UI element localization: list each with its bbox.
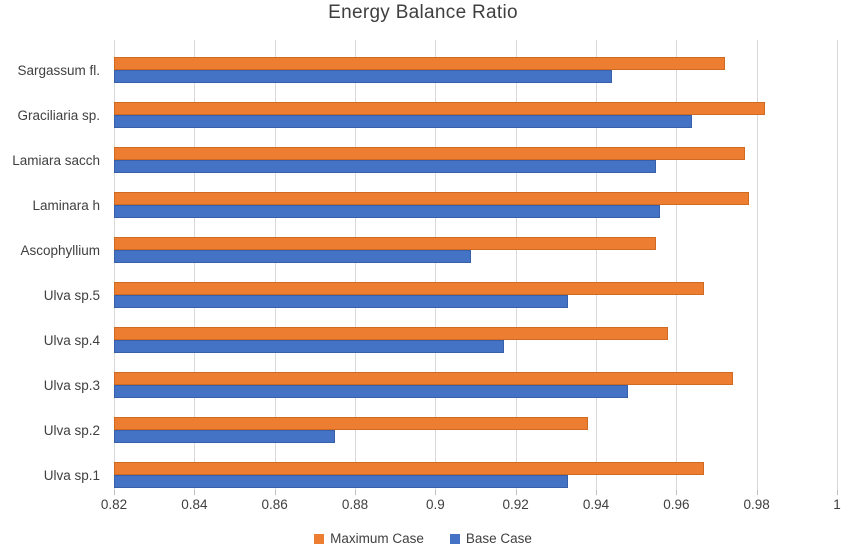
category-label: Ulva sp.2: [43, 422, 100, 438]
x-tick-label: 1: [833, 497, 841, 512]
bar-rows: [114, 40, 837, 490]
category-label: Laminara h: [32, 197, 100, 213]
category-label: Ulva sp.4: [43, 332, 100, 348]
gridline: [676, 40, 678, 490]
legend-item: Maximum Case: [314, 531, 424, 546]
axis-tick: [274, 490, 276, 495]
bar-row: [114, 265, 837, 310]
bar-maximum-case: [114, 282, 705, 295]
axis-tick: [837, 490, 838, 495]
bar-maximum-case: [114, 237, 657, 250]
bar-maximum-case: [114, 57, 725, 70]
legend-label: Base Case: [465, 531, 532, 546]
bar-base-case: [114, 340, 504, 353]
x-tick-label: 0.98: [743, 497, 770, 512]
bar-base-case: [114, 250, 472, 263]
x-tick-label: 0.9: [425, 497, 445, 512]
axis-tick: [194, 490, 196, 495]
legend-item: Base Case: [449, 531, 532, 546]
gridline: [114, 40, 115, 490]
gridline: [756, 40, 758, 490]
axis-tick: [355, 490, 356, 495]
x-tick-label: 0.86: [261, 497, 288, 512]
bar-maximum-case: [114, 372, 733, 385]
bar-row: [114, 220, 837, 265]
bar-row: [114, 175, 837, 220]
bar-maximum-case: [114, 102, 765, 115]
axis-tick: [676, 490, 678, 495]
bar-row: [114, 400, 837, 445]
bar-maximum-case: [114, 462, 705, 475]
category-axis-labels: Sargassum fl. Graciliaria sp. Lamiara sacc…: [0, 40, 100, 490]
legend-swatch-icon: [314, 533, 325, 544]
axis-tick: [515, 490, 517, 495]
legend-swatch-icon: [449, 533, 460, 544]
x-tick-label: 0.84: [181, 497, 208, 512]
bar-maximum-case: [114, 417, 588, 430]
bar-maximum-case: [114, 327, 669, 340]
x-tick-label: 0.82: [100, 497, 128, 512]
bar-row: [114, 310, 837, 355]
gridline: [274, 40, 276, 490]
bar-base-case: [114, 295, 568, 308]
bar-base-case: [114, 385, 629, 398]
bar-row: [114, 130, 837, 175]
bar-base-case: [114, 475, 568, 488]
gridline: [435, 40, 437, 490]
bar-base-case: [114, 430, 335, 443]
value-axis-labels: 0.82 0.84 0.86 0.88 0.9 0.92 0.94 0.96 0.98 1: [101, 497, 841, 513]
bar-row: [114, 85, 837, 130]
category-label: Graciliaria sp.: [17, 107, 100, 123]
axis-tick: [114, 490, 115, 495]
category-label: Ulva sp.5: [43, 287, 100, 303]
gridline: [194, 40, 196, 490]
category-label: Ascophyllium: [20, 242, 100, 258]
bar-row: [114, 40, 837, 85]
bar-base-case: [114, 160, 657, 173]
bar-base-case: [114, 205, 661, 218]
category-label: Lamiara sacch: [12, 152, 100, 168]
category-label: Sargassum fl.: [17, 62, 100, 78]
bar-row: [114, 355, 837, 400]
axis-tick: [756, 490, 758, 495]
bar-base-case: [114, 115, 693, 128]
gridline: [837, 40, 838, 490]
bar-maximum-case: [114, 147, 745, 160]
x-tick-label: 0.92: [502, 497, 529, 512]
gridline: [515, 40, 517, 490]
axis-tick: [596, 490, 597, 495]
bar-base-case: [114, 70, 613, 83]
x-tick-label: 0.96: [663, 497, 690, 512]
bar-row: [114, 445, 837, 490]
bar-maximum-case: [114, 192, 749, 205]
axis-tick: [435, 490, 437, 495]
category-label: Ulva sp.1: [43, 467, 100, 483]
x-tick-label: 0.94: [582, 497, 610, 512]
legend: Maximum Case Base Case: [0, 531, 846, 546]
chart-title: Energy Balance Ratio: [328, 2, 518, 23]
gridline: [596, 40, 597, 490]
legend-label: Maximum Case: [330, 531, 424, 546]
gridline: [355, 40, 356, 490]
x-tick-label: 0.88: [341, 497, 369, 512]
plot-area: [114, 40, 838, 495]
category-label: Ulva sp.3: [43, 377, 100, 393]
